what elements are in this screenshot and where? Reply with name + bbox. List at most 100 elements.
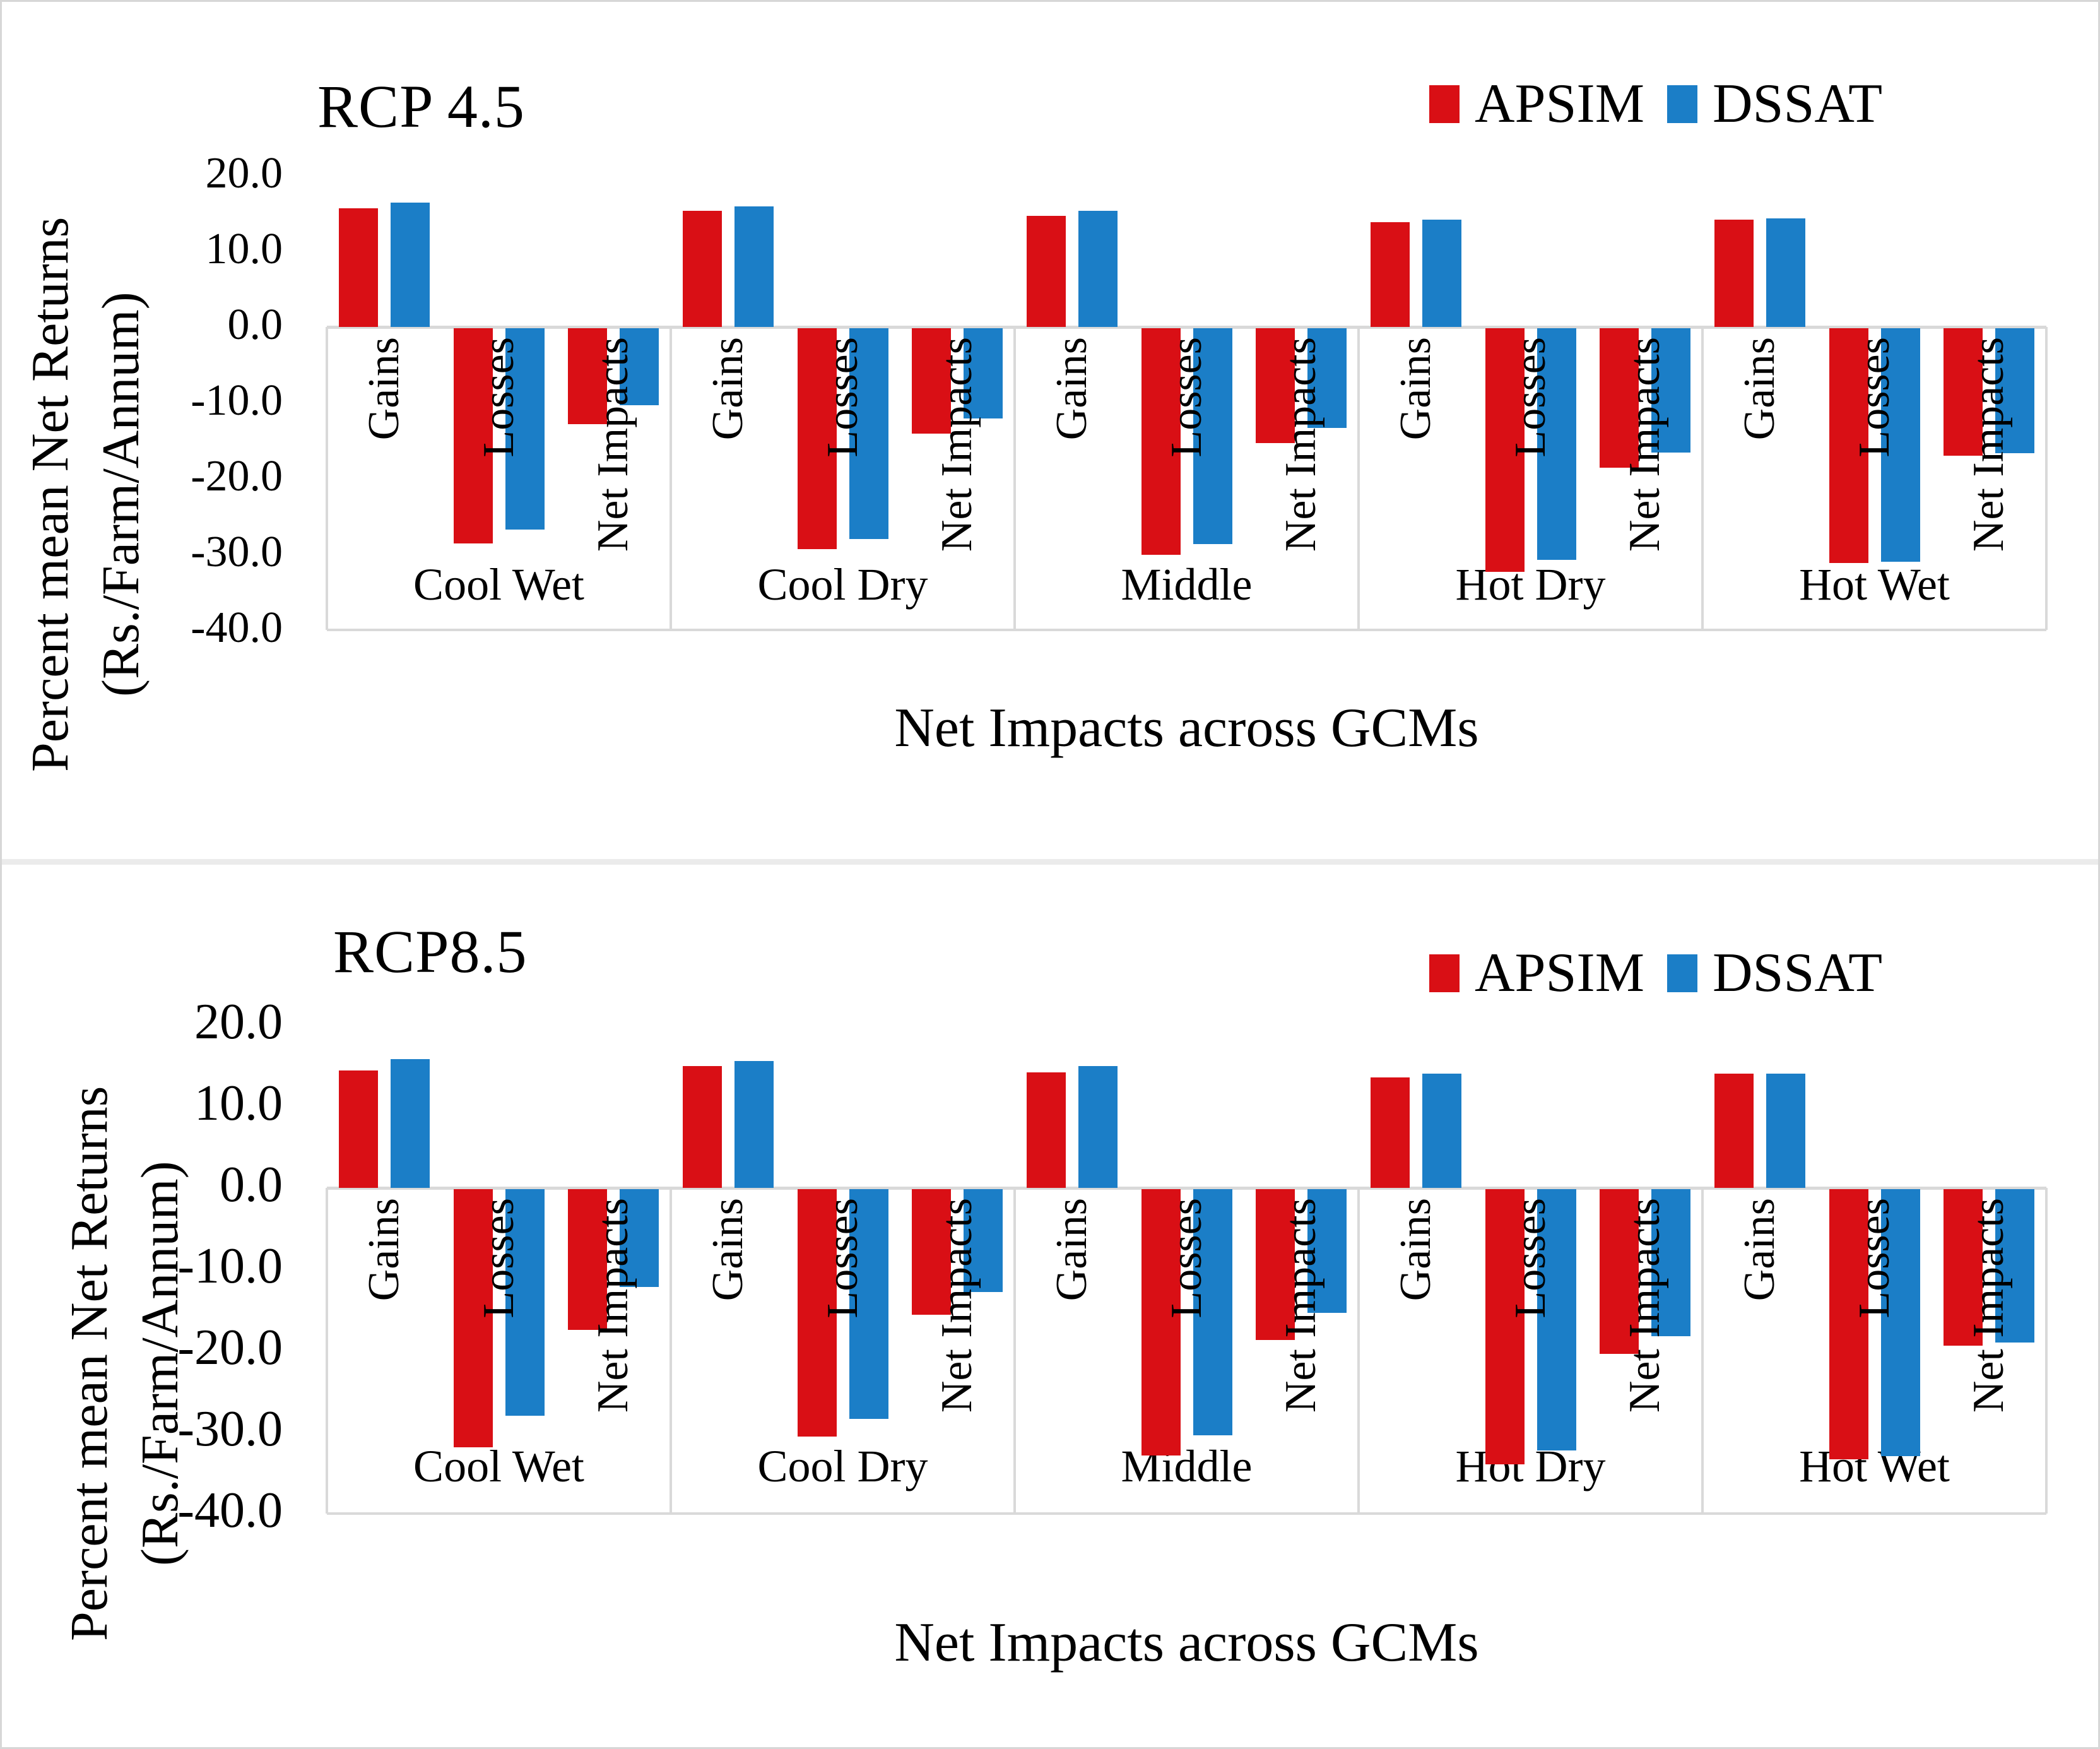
bar-dssat: [620, 328, 659, 406]
bar-apsim: [1600, 328, 1639, 468]
bar-dssat: [1651, 1189, 1691, 1337]
category-label: Losses: [1162, 1198, 1211, 1319]
group-separator: [670, 1188, 672, 1514]
y-tick-label: -40.0: [191, 603, 283, 652]
bar-dssat: [1307, 1189, 1347, 1313]
category-label: Losses: [1849, 1198, 1899, 1319]
bar-apsim: [568, 328, 608, 425]
group-label: Middle: [1121, 1441, 1253, 1491]
x-axis-title: Net Impacts across GCMs: [894, 697, 1479, 759]
bar-apsim: [682, 1065, 722, 1188]
category-label: Gains: [1391, 337, 1440, 441]
y-tick-label: -40.0: [177, 1483, 283, 1539]
legend-label-apsim: APSIM: [1475, 942, 1644, 1004]
bar-apsim: [1714, 219, 1754, 327]
bar-apsim: [912, 328, 952, 434]
bar-apsim: [1026, 1072, 1066, 1188]
apsim-legend-swatch: [1429, 954, 1460, 992]
group-label: Hot Dry: [1455, 1441, 1606, 1491]
y-tick-label: 10.0: [194, 1076, 283, 1132]
y-tick-label: 20.0: [205, 148, 283, 198]
bar-apsim: [1485, 1189, 1525, 1465]
bar-apsim: [797, 328, 837, 550]
category-label: Gains: [703, 337, 752, 441]
legend-item-dssat: DSSAT: [1666, 946, 1882, 1001]
bar-dssat: [1766, 1074, 1805, 1188]
category-label: Losses: [818, 1198, 867, 1319]
bar-dssat: [1193, 328, 1232, 544]
bar-apsim: [1944, 1189, 1983, 1346]
category-label: Net Impacts: [1277, 337, 1326, 552]
bar-dssat: [1995, 1189, 2035, 1343]
bar-dssat: [1651, 328, 1691, 453]
category-label: Gains: [703, 1198, 752, 1301]
bar-apsim: [1256, 1189, 1295, 1340]
bar-dssat: [505, 1189, 545, 1416]
category-label: Net Impacts: [933, 337, 982, 552]
group-label: Cool Dry: [757, 559, 928, 610]
group-separator: [1701, 327, 1704, 630]
y-tick-label: -20.0: [177, 1320, 283, 1376]
bar-dssat: [1537, 328, 1576, 560]
y-tick-label: 0.0: [220, 1157, 283, 1213]
plot-left-border: [326, 1188, 328, 1514]
bar-apsim: [1485, 328, 1525, 572]
bar-dssat: [505, 328, 545, 530]
bar-apsim: [912, 1189, 952, 1315]
bar-dssat: [849, 328, 888, 539]
bar-dssat: [1193, 1189, 1232, 1435]
legend-label-apsim: APSIM: [1475, 73, 1644, 134]
chart-title: RCP 4.5: [317, 73, 525, 140]
bar-apsim: [1026, 215, 1066, 327]
category-label: Losses: [818, 337, 867, 458]
bar-dssat: [1422, 219, 1461, 327]
y-tick-label: 10.0: [205, 224, 283, 273]
category-label: Gains: [1047, 1198, 1096, 1301]
bar-dssat: [1422, 1074, 1461, 1188]
group-label: Hot Wet: [1799, 1441, 1950, 1491]
y-tick-label: -30.0: [191, 527, 283, 576]
group-label: Middle: [1121, 559, 1253, 610]
bar-apsim: [1944, 328, 1983, 456]
bar-apsim: [1141, 328, 1181, 555]
category-label: Gains: [1735, 337, 1784, 441]
group-label: Hot Wet: [1799, 559, 1950, 610]
y-tick-label: -30.0: [177, 1401, 283, 1457]
category-label: Losses: [474, 337, 523, 458]
legend: APSIM DSSAT: [1429, 76, 1882, 132]
category-label: Losses: [1506, 1198, 1555, 1319]
legend-item-dssat: DSSAT: [1666, 76, 1882, 132]
zero-gridline: [327, 326, 2046, 329]
bar-apsim: [453, 328, 493, 543]
bar-apsim: [338, 1070, 378, 1188]
bar-apsim: [453, 1189, 493, 1447]
plot-bottom-border: [327, 629, 2046, 631]
zero-gridline: [327, 1187, 2046, 1190]
category-label: Net Impacts: [589, 337, 638, 552]
chart-panel-rcp85: RCP8.5 APSIM DSSAT Percent mean Net Retu…: [2, 865, 2098, 1747]
category-label: Gains: [1735, 1198, 1784, 1301]
y-tick-label: 20.0: [194, 994, 283, 1050]
category-label: Net Impacts: [1620, 1198, 1670, 1413]
bar-dssat: [390, 1059, 430, 1188]
chart-panel-rcp45: RCP 4.5 APSIM DSSAT Percent mean Net Ret…: [2, 2, 2098, 859]
bar-dssat: [964, 1189, 1003, 1292]
plot-right-border: [2045, 327, 2048, 630]
plot-right-border: [2045, 1188, 2048, 1514]
bar-dssat: [1995, 328, 2035, 453]
dssat-legend-swatch: [1666, 85, 1697, 123]
bar-apsim: [1141, 1189, 1181, 1456]
bar-dssat: [734, 206, 774, 327]
group-separator: [670, 327, 672, 630]
group-label: Cool Wet: [413, 1441, 584, 1491]
bar-dssat: [1537, 1189, 1576, 1451]
category-label: Net Impacts: [1620, 337, 1670, 552]
category-label: Gains: [1391, 1198, 1440, 1301]
bar-dssat: [734, 1060, 774, 1188]
plot-left-border: [326, 327, 328, 630]
bar-apsim: [1370, 222, 1410, 327]
group-separator: [1357, 327, 1360, 630]
category-label: Losses: [1506, 337, 1555, 458]
bar-apsim: [1829, 1189, 1868, 1460]
